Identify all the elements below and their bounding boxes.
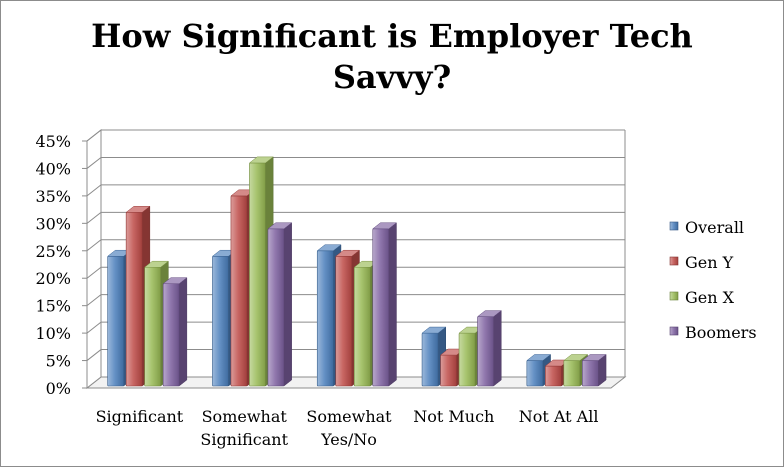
y-tick-label: 45% — [35, 132, 71, 151]
bar-gen-x — [563, 353, 589, 387]
legend-swatch — [669, 256, 679, 266]
x-category-label: Yes/No — [320, 430, 377, 449]
x-category-label: Significant — [200, 430, 288, 449]
y-tick-label: 10% — [35, 324, 71, 343]
chart-title-line: How Significant is Employer Tech — [91, 17, 693, 55]
y-tick-label: 5% — [46, 352, 71, 371]
bar-boomers — [267, 222, 293, 387]
x-category-label: Not At All — [519, 407, 599, 426]
x-category-label: Somewhat — [202, 407, 288, 426]
y-tick-label: 0% — [46, 379, 71, 398]
y-tick-label: 40% — [35, 159, 71, 178]
chart-side-wall — [86, 128, 102, 390]
bars — [106, 156, 607, 387]
bar-overall — [526, 353, 552, 387]
gridline — [86, 184, 625, 197]
legend-item-boomers[interactable]: Boomers — [669, 323, 757, 342]
legend-label: Overall — [685, 218, 744, 237]
legend-item-overall[interactable]: Overall — [669, 218, 744, 237]
y-tick-label: 30% — [35, 214, 71, 233]
legend-swatch — [669, 326, 679, 336]
gridline — [86, 156, 625, 169]
gridline — [86, 294, 625, 307]
y-tick-label: 20% — [35, 269, 71, 288]
chart-title-line: Savvy? — [333, 58, 451, 96]
legend-label: Boomers — [685, 323, 757, 342]
x-axis-categories: Significant Somewhat Significant Somewhat Ye… — [96, 407, 599, 449]
y-tick-label: 15% — [35, 297, 71, 316]
gridline — [86, 266, 625, 279]
gridline — [86, 129, 625, 142]
legend-swatch — [669, 291, 679, 301]
bar-boomers — [162, 277, 188, 387]
legend-item-gen-x[interactable]: Gen X — [669, 288, 735, 307]
bar-boomers — [581, 353, 607, 387]
gridline — [86, 211, 625, 224]
y-tick-label: 25% — [35, 242, 71, 261]
y-tick-label: 35% — [35, 187, 71, 206]
legend-label: Gen Y — [685, 253, 734, 272]
gridlines — [86, 129, 625, 361]
x-category-label: Not Much — [413, 407, 494, 426]
bar-boomers — [476, 310, 502, 387]
x-category-label: Significant — [96, 407, 184, 426]
legend-item-gen-y[interactable]: Gen Y — [669, 253, 734, 272]
gridline — [86, 321, 625, 334]
legend[interactable]: Overall Gen Y Gen X Boomers — [669, 218, 757, 342]
bar-boomers — [372, 222, 398, 387]
x-category-label: Somewhat — [306, 407, 392, 426]
y-axis-ticks: 0% 5% 10% 15% 20% 25% 30% 35% 40% 45% — [35, 132, 88, 398]
gridline — [86, 239, 625, 252]
legend-label: Gen X — [685, 288, 735, 307]
legend-swatch — [669, 221, 679, 231]
